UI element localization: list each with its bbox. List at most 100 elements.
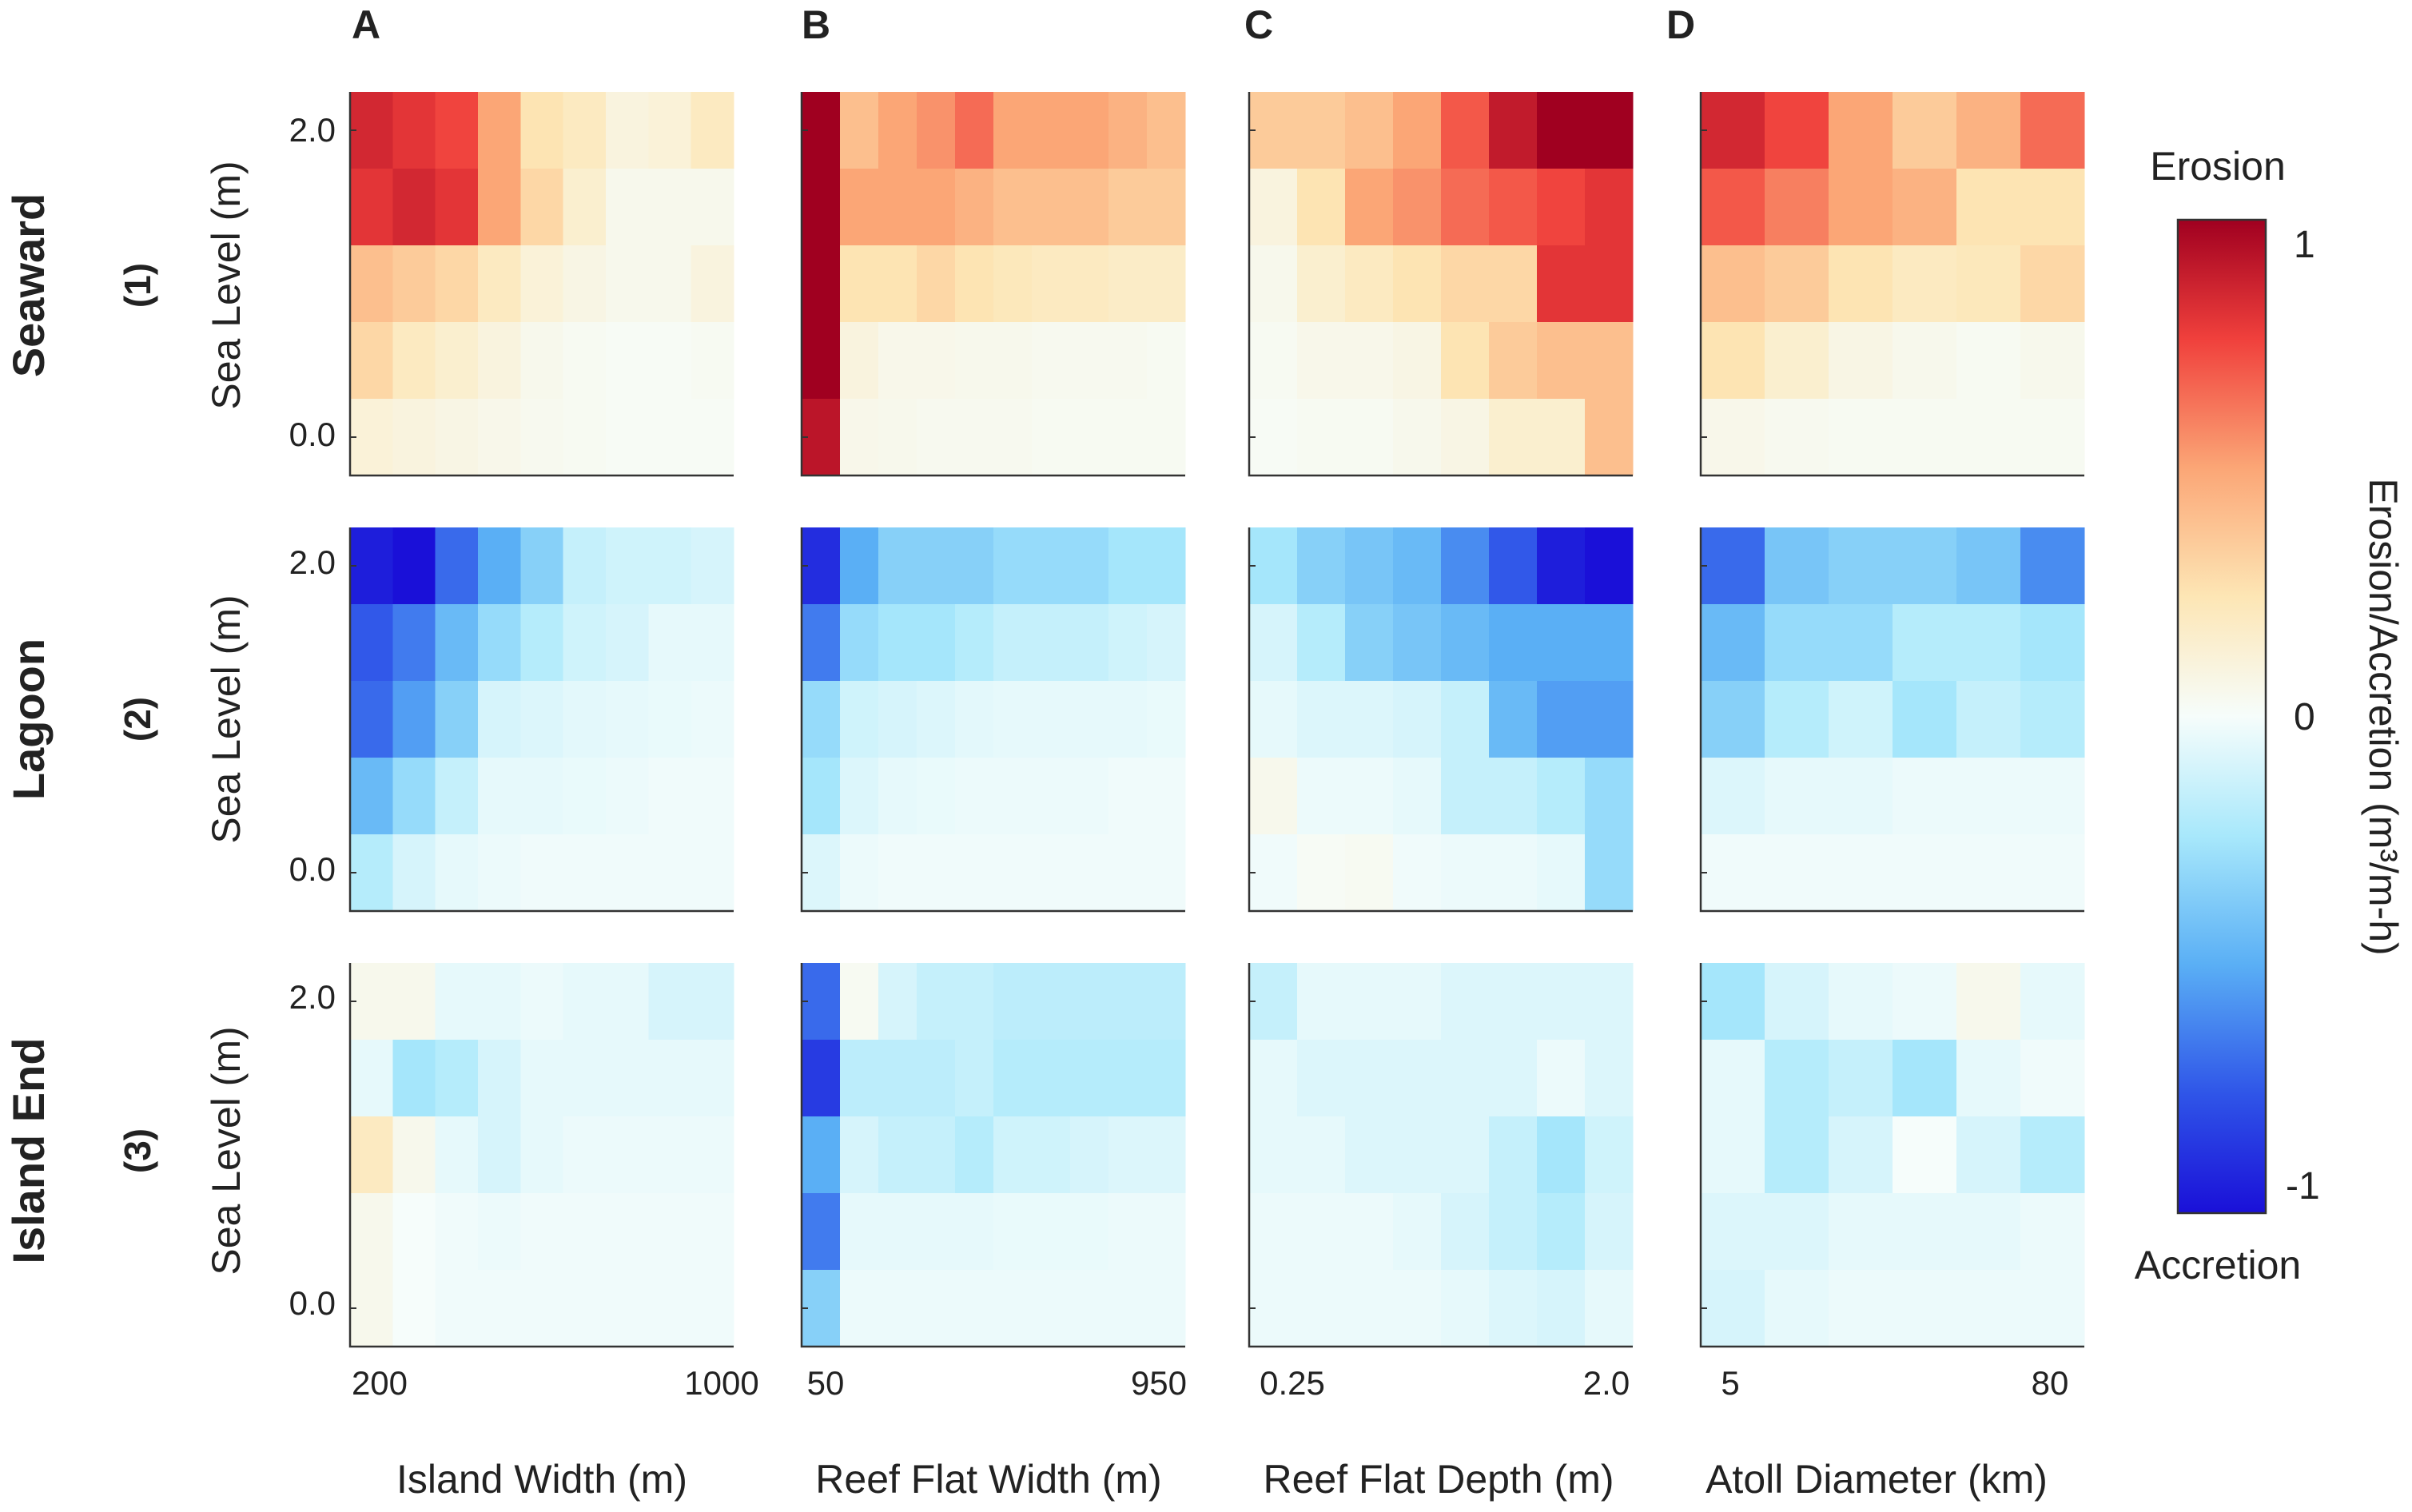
- heatmap-cell-b-island_end-r4-c0: [802, 1270, 841, 1347]
- heatmap-cell-a-seaward-r4-c1: [392, 399, 436, 476]
- heatmap-cell-a-seaward-r3-c8: [691, 322, 734, 400]
- heatmap-cell-a-lagoon-r1-c4: [520, 604, 564, 682]
- heatmap-cell-c-island_end-r2-c0: [1249, 1116, 1298, 1194]
- heatmap-cell-b-lagoon-r2-c9: [1147, 681, 1186, 758]
- heatmap-cell-b-island_end-r3-c7: [1070, 1193, 1109, 1271]
- heatmap-cell-b-lagoon-r3-c6: [1032, 758, 1071, 835]
- heatmap-cell-c-lagoon-r2-c0: [1249, 681, 1298, 758]
- heatmap-cell-c-island_end-r0-c1: [1297, 963, 1346, 1040]
- heatmap-cell-b-lagoon-r4-c2: [878, 834, 917, 912]
- y-tick-top-seaward: 2.0: [289, 111, 336, 149]
- heatmap-cell-a-seaward-r1-c0: [350, 169, 393, 246]
- heatmap-cell-b-island_end-r0-c8: [1108, 963, 1148, 1040]
- heatmap-cell-b-island_end-r1-c5: [993, 1040, 1033, 1117]
- heatmap-cell-b-island_end-r1-c9: [1147, 1040, 1186, 1117]
- heatmap-cell-c-seaward-r4-c4: [1441, 399, 1490, 476]
- heatmap-cell-c-island_end-r1-c5: [1489, 1040, 1538, 1117]
- heatmap-cell-d-island_end-r2-c4: [1956, 1116, 2021, 1194]
- heatmap-cell-d-island_end-r4-c0: [1701, 1270, 1765, 1347]
- heatmap-cell-c-island_end-r0-c4: [1441, 963, 1490, 1040]
- heatmap-cell-b-seaward-r4-c5: [993, 399, 1033, 476]
- heatmap-cell-a-island_end-r1-c2: [435, 1040, 479, 1117]
- colorbar-tick-zero: 0: [2294, 696, 2315, 738]
- heatmap-cell-b-seaward-r0-c3: [917, 92, 956, 169]
- heatmap-cell-c-lagoon-r4-c2: [1345, 834, 1394, 912]
- heatmap-cell-b-seaward-r2-c9: [1147, 245, 1186, 323]
- heatmap-cell-c-lagoon-r1-c0: [1249, 604, 1298, 682]
- heatmap-cell-d-seaward-r0-c3: [1893, 92, 1957, 169]
- heatmap-cell-a-lagoon-r1-c3: [478, 604, 521, 682]
- heatmap-cell-a-island_end-r1-c6: [606, 1040, 649, 1117]
- heatmap-cell-a-seaward-r0-c8: [691, 92, 734, 169]
- heatmap-cell-d-island_end-r1-c1: [1765, 1040, 1829, 1117]
- heatmap-cell-d-island_end-r0-c4: [1956, 963, 2021, 1040]
- heatmap-cell-a-island_end-r0-c0: [350, 963, 393, 1040]
- row-number-1: (1): [117, 263, 158, 308]
- panel-letter-c: C: [1244, 2, 1273, 47]
- heatmap-cell-a-seaward-r4-c6: [606, 399, 649, 476]
- heatmap-cell-b-island_end-r1-c6: [1032, 1040, 1071, 1117]
- heatmap-cell-d-seaward-r4-c4: [1956, 399, 2021, 476]
- heatmap-cell-a-seaward-r1-c8: [691, 169, 734, 246]
- heatmap-cell-a-island_end-r0-c1: [392, 963, 436, 1040]
- heatmap-cell-a-island_end-r1-c0: [350, 1040, 393, 1117]
- heatmap-cell-c-seaward-r0-c0: [1249, 92, 1298, 169]
- heatmap-cell-a-seaward-r1-c4: [520, 169, 564, 246]
- heatmap-cell-b-island_end-r0-c2: [878, 963, 917, 1040]
- heatmap-cell-b-seaward-r4-c9: [1147, 399, 1186, 476]
- heatmap-cell-c-seaward-r1-c7: [1585, 169, 1634, 246]
- heatmap-cell-c-island_end-r0-c3: [1393, 963, 1442, 1040]
- heatmap-cell-c-seaward-r4-c1: [1297, 399, 1346, 476]
- heatmap-cell-b-seaward-r2-c5: [993, 245, 1033, 323]
- heatmap-cell-d-lagoon-r4-c2: [1829, 834, 1893, 912]
- heatmap-cell-b-lagoon-r2-c8: [1108, 681, 1148, 758]
- heatmap-cell-d-seaward-r4-c0: [1701, 399, 1765, 476]
- heatmap-cell-b-lagoon-r0-c8: [1108, 527, 1148, 605]
- heatmap-cell-d-seaward-r1-c5: [2020, 169, 2085, 246]
- heatmap-cell-d-seaward-r1-c3: [1893, 169, 1957, 246]
- heatmap-cell-c-island_end-r4-c6: [1537, 1270, 1586, 1347]
- heatmap-cell-c-seaward-r0-c2: [1345, 92, 1394, 169]
- heatmap-cell-a-island_end-r2-c3: [478, 1116, 521, 1194]
- heatmap-cell-b-lagoon-r1-c0: [802, 604, 841, 682]
- heatmap-cell-c-seaward-r0-c6: [1537, 92, 1586, 169]
- heatmap-cell-c-lagoon-r1-c2: [1345, 604, 1394, 682]
- heatmap-cell-c-island_end-r0-c5: [1489, 963, 1538, 1040]
- heatmap-cell-a-seaward-r0-c4: [520, 92, 564, 169]
- heatmap-cell-a-seaward-r2-c2: [435, 245, 479, 323]
- colorbar-tick-max: 1: [2294, 224, 2315, 266]
- heatmap-cell-b-lagoon-r1-c9: [1147, 604, 1186, 682]
- heatmap-cell-a-seaward-r2-c7: [648, 245, 692, 323]
- heatmap-cell-d-lagoon-r4-c3: [1893, 834, 1957, 912]
- heatmap-cell-b-seaward-r0-c2: [878, 92, 917, 169]
- heatmap-cell-a-seaward-r3-c6: [606, 322, 649, 400]
- heatmap-cell-d-island_end-r4-c5: [2020, 1270, 2085, 1347]
- heatmap-cell-a-seaward-r1-c7: [648, 169, 692, 246]
- heatmap-cell-a-lagoon-r4-c8: [691, 834, 734, 912]
- heatmap-cell-a-lagoon-r2-c7: [648, 681, 692, 758]
- heatmap-cell-b-seaward-r2-c4: [955, 245, 994, 323]
- x-tick-c-min: 0.25: [1260, 1364, 1325, 1402]
- heatmap-cell-c-seaward-r4-c7: [1585, 399, 1634, 476]
- heatmap-cell-a-island_end-r3-c5: [563, 1193, 607, 1271]
- heatmap-cell-c-island_end-r3-c4: [1441, 1193, 1490, 1271]
- heatmap-cell-a-lagoon-r3-c0: [350, 758, 393, 835]
- heatmap-cell-c-lagoon-r4-c6: [1537, 834, 1586, 912]
- heatmap-cell-a-seaward-r3-c3: [478, 322, 521, 400]
- heatmap-cell-a-island_end-r0-c4: [520, 963, 564, 1040]
- heatmap-cell-b-lagoon-r2-c1: [840, 681, 879, 758]
- heatmap-cell-a-island_end-r3-c3: [478, 1193, 521, 1271]
- heatmap-cell-d-island_end-r1-c0: [1701, 1040, 1765, 1117]
- heatmap-cell-c-island_end-r0-c7: [1585, 963, 1634, 1040]
- heatmap-cell-a-island_end-r0-c3: [478, 963, 521, 1040]
- heatmap-cell-b-seaward-r1-c2: [878, 169, 917, 246]
- heatmap-cell-b-island_end-r4-c5: [993, 1270, 1033, 1347]
- heatmap-cell-b-seaward-r0-c0: [802, 92, 841, 169]
- heatmap-cell-b-lagoon-r3-c2: [878, 758, 917, 835]
- heatmap-cell-c-seaward-r3-c2: [1345, 322, 1394, 400]
- heatmap-cell-d-seaward-r3-c4: [1956, 322, 2021, 400]
- heatmap-cell-b-seaward-r4-c2: [878, 399, 917, 476]
- heatmap-cell-d-seaward-r4-c5: [2020, 399, 2085, 476]
- heatmap-cell-c-lagoon-r3-c5: [1489, 758, 1538, 835]
- heatmap-cell-d-island_end-r1-c4: [1956, 1040, 2021, 1117]
